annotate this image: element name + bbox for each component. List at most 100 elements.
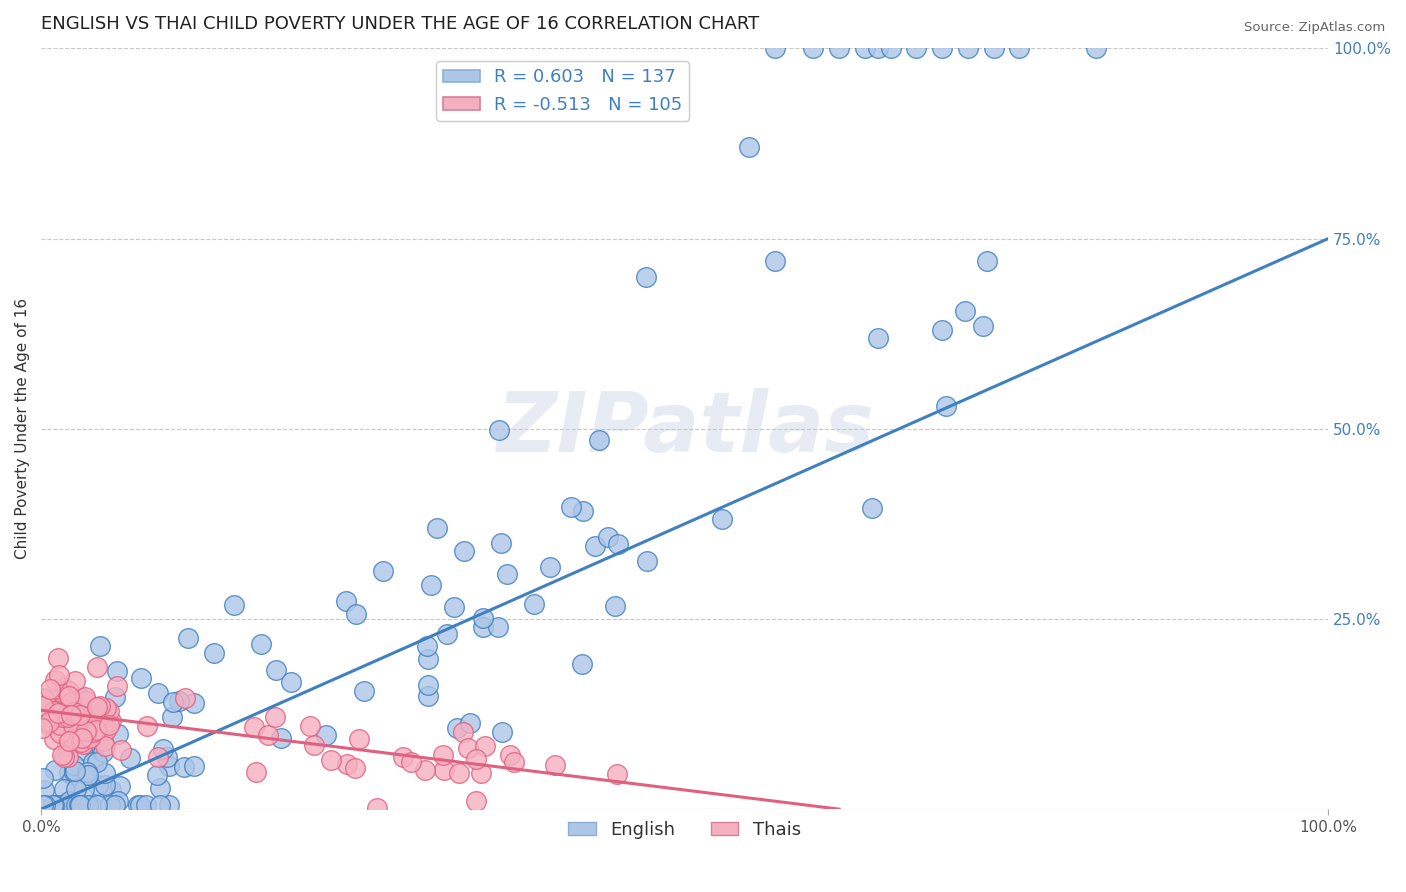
Point xyxy=(53,798,76,813)
Point xyxy=(105,679,128,693)
Point xyxy=(457,740,479,755)
Point xyxy=(94,723,117,737)
Point xyxy=(606,766,628,780)
Point xyxy=(433,763,456,777)
Point xyxy=(177,632,200,646)
Point xyxy=(58,707,80,722)
Point xyxy=(62,722,84,736)
Point xyxy=(91,745,114,759)
Point xyxy=(156,749,179,764)
Point xyxy=(86,700,108,714)
Point xyxy=(399,755,422,769)
Point xyxy=(82,725,104,739)
Point xyxy=(46,798,69,813)
Point xyxy=(738,140,761,154)
Point xyxy=(55,684,77,698)
Point xyxy=(84,723,107,737)
Point xyxy=(79,731,101,745)
Point xyxy=(148,686,170,700)
Point xyxy=(763,41,786,55)
Point xyxy=(347,731,370,746)
Point xyxy=(245,764,267,779)
Point xyxy=(67,798,90,813)
Point xyxy=(523,597,546,611)
Point xyxy=(146,750,169,764)
Point xyxy=(63,673,86,688)
Point xyxy=(94,779,117,793)
Point xyxy=(413,763,436,777)
Point xyxy=(79,798,101,813)
Point xyxy=(436,627,458,641)
Point xyxy=(634,269,657,284)
Point xyxy=(302,739,325,753)
Point xyxy=(160,709,183,723)
Point xyxy=(152,741,174,756)
Point xyxy=(104,690,127,705)
Point xyxy=(31,798,53,813)
Point xyxy=(344,607,367,621)
Point xyxy=(451,725,474,739)
Point xyxy=(828,41,851,55)
Point xyxy=(94,739,117,753)
Point xyxy=(89,699,111,714)
Point xyxy=(93,766,115,780)
Point xyxy=(371,564,394,578)
Point xyxy=(976,254,998,268)
Point xyxy=(56,738,79,752)
Point xyxy=(34,798,56,813)
Point xyxy=(257,728,280,742)
Point xyxy=(420,578,443,592)
Point xyxy=(607,537,630,551)
Point xyxy=(73,798,96,813)
Point xyxy=(464,752,486,766)
Point xyxy=(91,733,114,747)
Point xyxy=(63,758,86,772)
Point xyxy=(62,718,84,732)
Point xyxy=(62,732,84,747)
Point xyxy=(1008,41,1031,55)
Point xyxy=(58,794,80,808)
Point xyxy=(86,712,108,726)
Point xyxy=(72,710,94,724)
Point xyxy=(51,747,73,762)
Point xyxy=(58,734,80,748)
Point xyxy=(69,798,91,813)
Point xyxy=(426,521,449,535)
Point xyxy=(416,678,439,692)
Point xyxy=(59,695,82,709)
Point xyxy=(70,743,93,757)
Point xyxy=(96,707,118,722)
Point xyxy=(465,794,488,808)
Point xyxy=(32,691,55,706)
Point xyxy=(51,701,73,715)
Point xyxy=(538,560,561,574)
Point xyxy=(69,708,91,723)
Point xyxy=(52,749,75,764)
Point xyxy=(44,763,66,777)
Point xyxy=(270,731,292,746)
Point xyxy=(491,536,513,550)
Point xyxy=(77,798,100,813)
Point xyxy=(763,254,786,268)
Point xyxy=(83,734,105,748)
Point xyxy=(73,781,96,796)
Point xyxy=(98,704,121,718)
Point xyxy=(446,721,468,735)
Point xyxy=(62,706,84,720)
Point xyxy=(129,671,152,685)
Point xyxy=(58,684,80,698)
Point xyxy=(983,41,1005,55)
Point xyxy=(972,318,994,333)
Point xyxy=(52,798,75,813)
Point xyxy=(353,683,375,698)
Point xyxy=(82,739,104,754)
Point xyxy=(636,554,658,568)
Point xyxy=(572,504,595,518)
Point xyxy=(82,724,104,739)
Point xyxy=(53,681,76,695)
Point xyxy=(905,41,928,55)
Point xyxy=(280,674,302,689)
Point xyxy=(86,798,108,813)
Point xyxy=(588,433,610,447)
Point xyxy=(44,732,66,747)
